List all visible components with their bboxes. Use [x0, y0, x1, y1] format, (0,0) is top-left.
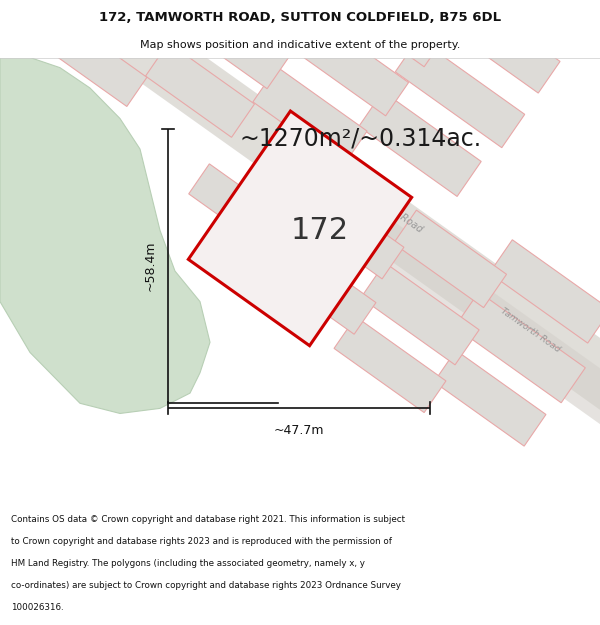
Text: to Crown copyright and database rights 2023 and is reproduced with the permissio: to Crown copyright and database rights 2… — [11, 537, 392, 546]
Polygon shape — [440, 0, 560, 93]
Text: co-ordinates) are subject to Crown copyright and database rights 2023 Ordnance S: co-ordinates) are subject to Crown copyr… — [11, 581, 401, 590]
Text: 100026316.: 100026316. — [11, 603, 64, 612]
Polygon shape — [334, 0, 446, 67]
Text: Tamworth Road: Tamworth Road — [356, 182, 424, 234]
Text: ~1270m²/~0.314ac.: ~1270m²/~0.314ac. — [240, 127, 482, 151]
Polygon shape — [253, 67, 367, 166]
Text: Contains OS data © Crown copyright and database right 2021. This information is : Contains OS data © Crown copyright and d… — [11, 514, 405, 524]
Text: 172: 172 — [291, 216, 349, 245]
Text: ~47.7m: ~47.7m — [274, 424, 324, 438]
Polygon shape — [490, 240, 600, 343]
Text: Map shows position and indicative extent of the property.: Map shows position and indicative extent… — [140, 40, 460, 50]
Polygon shape — [53, 25, 147, 106]
Polygon shape — [359, 91, 481, 196]
Text: HM Land Registry. The polygons (including the associated geometry, namely x, y: HM Land Registry. The polygons (includin… — [11, 559, 365, 568]
Polygon shape — [296, 186, 404, 279]
Text: ~58.4m: ~58.4m — [143, 241, 157, 291]
Polygon shape — [264, 238, 376, 334]
Polygon shape — [394, 210, 506, 308]
Polygon shape — [189, 164, 291, 252]
Polygon shape — [334, 317, 446, 412]
Polygon shape — [87, 0, 600, 424]
Text: Tamworth Road: Tamworth Road — [499, 306, 562, 354]
Polygon shape — [0, 58, 210, 414]
Polygon shape — [181, 0, 289, 89]
Polygon shape — [292, 16, 409, 116]
Polygon shape — [434, 350, 546, 446]
Polygon shape — [361, 262, 479, 365]
Polygon shape — [395, 39, 525, 148]
Polygon shape — [354, 211, 600, 453]
Polygon shape — [146, 42, 254, 138]
Polygon shape — [188, 111, 412, 346]
Text: 172, TAMWORTH ROAD, SUTTON COLDFIELD, B75 6DL: 172, TAMWORTH ROAD, SUTTON COLDFIELD, B7… — [99, 11, 501, 24]
Polygon shape — [455, 292, 585, 402]
